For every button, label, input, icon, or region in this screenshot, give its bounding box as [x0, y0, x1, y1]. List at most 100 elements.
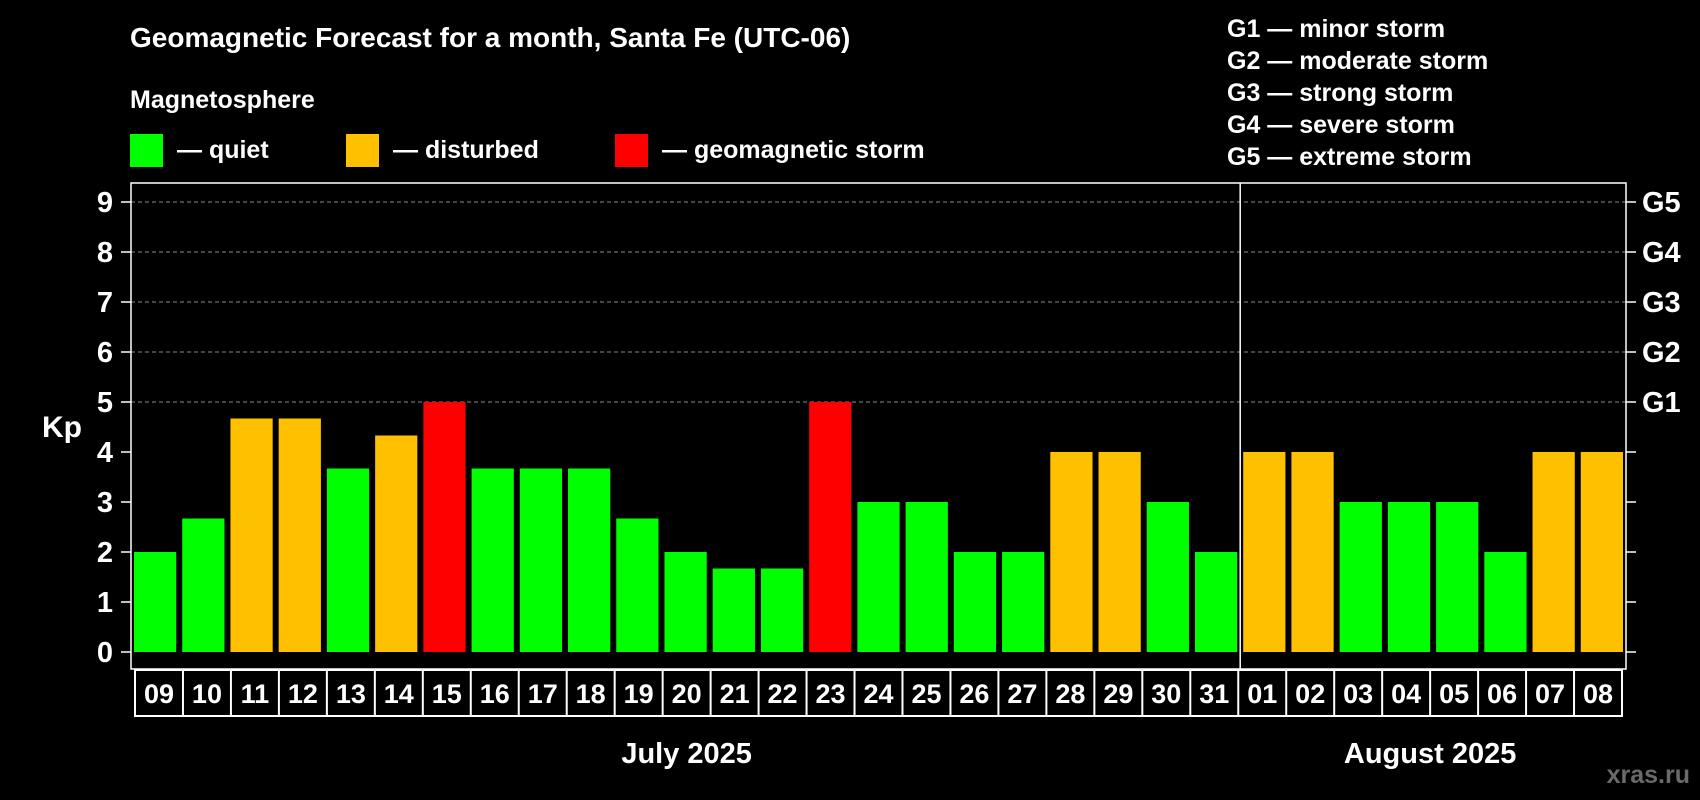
x-tick-label: 24 [863, 679, 893, 709]
bar-08 [1580, 452, 1623, 652]
bar-01 [1243, 452, 1286, 652]
x-tick-label: 19 [624, 679, 654, 709]
x-tick-label: 06 [1487, 679, 1517, 709]
bar-31 [1194, 552, 1238, 652]
x-axis-frame [134, 669, 1623, 717]
month-label: July 2025 [621, 738, 752, 770]
y-tick-label: 6 [97, 337, 113, 369]
legend-label-storm: — geomagnetic storm [662, 136, 925, 164]
x-tick-label: 02 [1295, 679, 1325, 709]
y-tick-label: 4 [97, 437, 113, 469]
grid [131, 201, 1626, 403]
y-tick-label: 9 [97, 187, 113, 219]
x-tick-label: 20 [672, 679, 702, 709]
bar-03 [1339, 502, 1382, 652]
x-tick-label: 07 [1535, 679, 1565, 709]
x-tick-label: 04 [1391, 679, 1421, 709]
right-axis: G1 G2 G3 G4 G5 [1626, 187, 1681, 653]
x-tick-label: 25 [911, 679, 941, 709]
bar-11 [230, 418, 273, 652]
x-tick-label: 27 [1007, 679, 1037, 709]
legend-label-disturbed: — disturbed [393, 136, 539, 164]
bar-19 [616, 518, 659, 652]
bar-16 [471, 468, 514, 652]
x-tick-label: 26 [959, 679, 989, 709]
bar-20 [664, 552, 707, 652]
bar-24 [857, 502, 900, 652]
y-axis: 0 1 2 3 4 5 6 7 8 9 [97, 187, 131, 669]
x-tick-label: 15 [432, 679, 462, 709]
x-tick-label: 13 [336, 679, 366, 709]
bar-10 [182, 518, 225, 652]
bar-17 [519, 468, 563, 652]
storm-scale-legend: G1 — minor storm G2 — moderate storm G3 — … [1227, 15, 1488, 171]
bar-30 [1146, 502, 1189, 652]
bar-14 [375, 435, 418, 652]
x-tick-label: 23 [816, 679, 846, 709]
month-label: August 2025 [1344, 738, 1516, 770]
x-axis: 09 10 11 12 13 14 15 16 17 18 19 20 21 22 23 24 25 26 27 28… [134, 669, 1623, 717]
x-tick-label: 08 [1583, 679, 1613, 709]
right-tick-label: G4 [1642, 237, 1681, 269]
chart-title: Geomagnetic Forecast for a month, Santa … [130, 22, 850, 53]
x-tick-label: 11 [241, 679, 270, 709]
bar-21 [712, 568, 755, 652]
month-labels: July 2025 August 2025 [621, 738, 1516, 770]
bar-22 [760, 568, 804, 652]
x-tick-label: 05 [1439, 679, 1469, 709]
x-tick-label: 16 [480, 679, 510, 709]
storm-scale-item: G5 — extreme storm [1227, 143, 1472, 171]
x-tick-label: 31 [1199, 679, 1229, 709]
right-tick-label: G5 [1642, 187, 1681, 219]
bar-26 [953, 552, 997, 652]
x-tick-label: 14 [384, 679, 414, 709]
bar-18 [568, 468, 611, 652]
y-tick-label: 0 [97, 637, 113, 669]
y-tick-label: 8 [97, 237, 113, 269]
bar-06 [1484, 552, 1527, 652]
x-tick-label: 03 [1343, 679, 1373, 709]
bar-23 [809, 402, 852, 652]
y-tick-label: 2 [97, 537, 113, 569]
bar-29 [1098, 452, 1141, 652]
bar-28 [1050, 452, 1093, 652]
storm-scale-item: G4 — severe storm [1227, 111, 1455, 139]
x-tick-label: 18 [576, 679, 606, 709]
bar-05 [1436, 502, 1479, 652]
bar-07 [1532, 452, 1575, 652]
bar-25 [905, 502, 948, 652]
bar-27 [1002, 552, 1045, 652]
right-tick-label: G2 [1642, 337, 1681, 369]
storm-scale-item: G2 — moderate storm [1227, 47, 1488, 75]
x-tick-label: 29 [1103, 679, 1133, 709]
legend-swatch-quiet [130, 134, 163, 167]
x-tick-label: 10 [192, 679, 222, 709]
right-tick-label: G3 [1642, 287, 1681, 319]
legend-swatch-storm [615, 134, 648, 167]
x-tick-label: 21 [720, 679, 750, 709]
x-tick-label: 01 [1247, 679, 1277, 709]
bar-04 [1387, 502, 1431, 652]
legend-swatch-disturbed [346, 134, 379, 167]
bar-15 [423, 402, 466, 652]
y-tick-label: 3 [97, 487, 113, 519]
right-tick-label: G1 [1642, 387, 1681, 419]
y-axis-label: Kp [42, 411, 82, 444]
storm-scale-item: G1 — minor storm [1227, 15, 1445, 43]
bar-12 [278, 418, 321, 652]
x-tick-label: 30 [1151, 679, 1181, 709]
y-tick-label: 5 [97, 387, 113, 419]
legend-heading: Magnetosphere [130, 86, 315, 114]
x-tick-label: 12 [288, 679, 318, 709]
x-tick-label: 28 [1055, 679, 1085, 709]
bars [134, 183, 1623, 669]
x-tick-label: 22 [768, 679, 798, 709]
bar-13 [326, 468, 370, 652]
y-tick-label: 7 [97, 287, 113, 319]
legend: — quiet — disturbed — geomagnetic storm [130, 134, 925, 167]
x-tick-label: 09 [144, 679, 174, 709]
storm-scale-item: G3 — strong storm [1227, 79, 1453, 107]
x-tick-label: 17 [528, 679, 558, 709]
legend-label-quiet: — quiet [177, 136, 269, 164]
